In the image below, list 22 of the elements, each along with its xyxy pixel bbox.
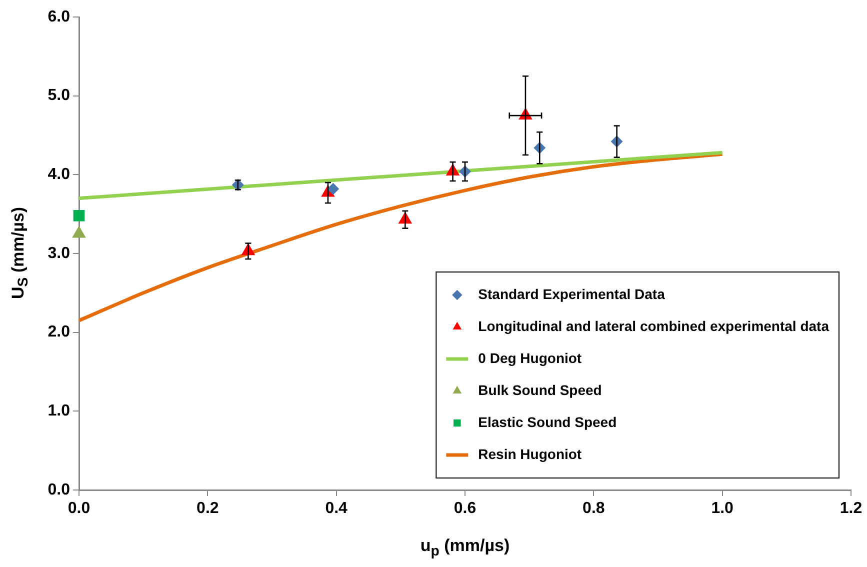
x-tick-label: 0.4 [325, 500, 348, 518]
legend-label: Bulk Sound Speed [478, 382, 602, 398]
line-series [79, 152, 724, 322]
legend-label: Longitudinal and lateral combined experimental data [478, 318, 830, 334]
legend-label: Elastic Sound Speed [478, 414, 617, 430]
legend-label: Standard Experimental Data [478, 286, 666, 302]
legend-label: Resin Hugoniot [478, 446, 582, 462]
y-tick-label: 3.0 [48, 244, 70, 262]
y-tick-label: 6.0 [48, 8, 70, 26]
x-tick-label: 0.0 [68, 500, 90, 518]
y-tick-label: 0.0 [48, 481, 70, 498]
y-tick-label: 2.0 [48, 324, 70, 341]
x-axis-title: u$_{p}$ (mm/µs) [419, 536, 511, 560]
x-tick-label: 1.2 [840, 500, 862, 518]
y-tick-label: 4.0 [48, 166, 70, 184]
y-tick-label: 5.0 [48, 87, 70, 104]
x-tick-label: 0.6 [454, 500, 476, 518]
legend-label: 0 Deg Hugoniot [478, 350, 582, 366]
x-tick-label: 0.8 [582, 500, 605, 518]
x-tick-label: 0.2 [196, 500, 219, 518]
y-tick-label: 1.0 [48, 402, 70, 420]
x-tick-label: 1.0 [711, 500, 734, 518]
